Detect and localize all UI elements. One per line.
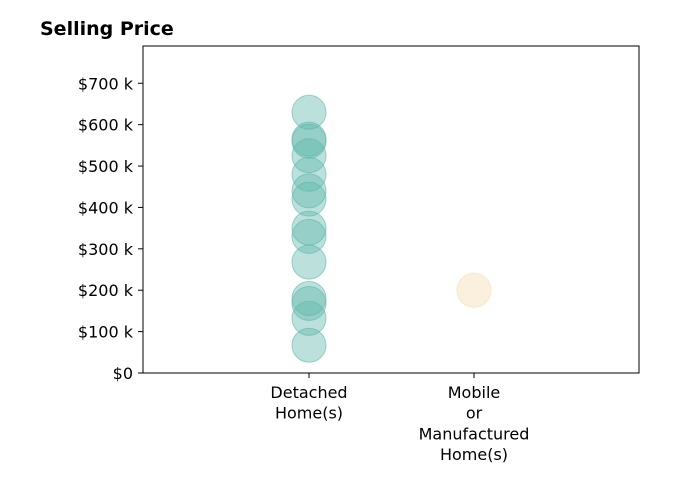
y-tick-label: $700 k <box>78 74 134 93</box>
data-points <box>291 94 492 363</box>
data-point <box>291 327 327 363</box>
y-tick-label: $0 <box>113 364 133 383</box>
y-tick-label: $500 k <box>78 157 134 176</box>
y-tick-label: $600 k <box>78 116 134 135</box>
y-axis: $0 $100 k $200 k $300 k $400 k $500 k $600 k $7… <box>78 74 143 383</box>
data-point <box>456 272 492 308</box>
y-tick-label: $200 k <box>78 281 134 300</box>
data-point <box>291 280 327 316</box>
x-axis: Detached Home(s) Mobile or Manufactured Home(… <box>270 373 529 464</box>
data-point <box>291 138 327 174</box>
y-tick-label: $300 k <box>78 240 134 259</box>
data-point <box>291 218 327 254</box>
plot-frame <box>142 45 640 374</box>
data-point <box>291 244 327 280</box>
data-point <box>291 181 327 217</box>
data-point <box>291 300 327 336</box>
y-tick-label: $400 k <box>78 198 134 217</box>
data-point <box>291 173 327 209</box>
data-point <box>291 94 327 130</box>
data-point <box>291 285 327 321</box>
x-tick-label: Detached Home(s) <box>270 383 347 423</box>
y-tick-label: $100 k <box>78 323 134 342</box>
chart-title: Selling Price <box>40 18 174 40</box>
x-tick-label: Mobile or Manufactured Home(s) <box>419 383 530 464</box>
data-point <box>291 123 327 159</box>
